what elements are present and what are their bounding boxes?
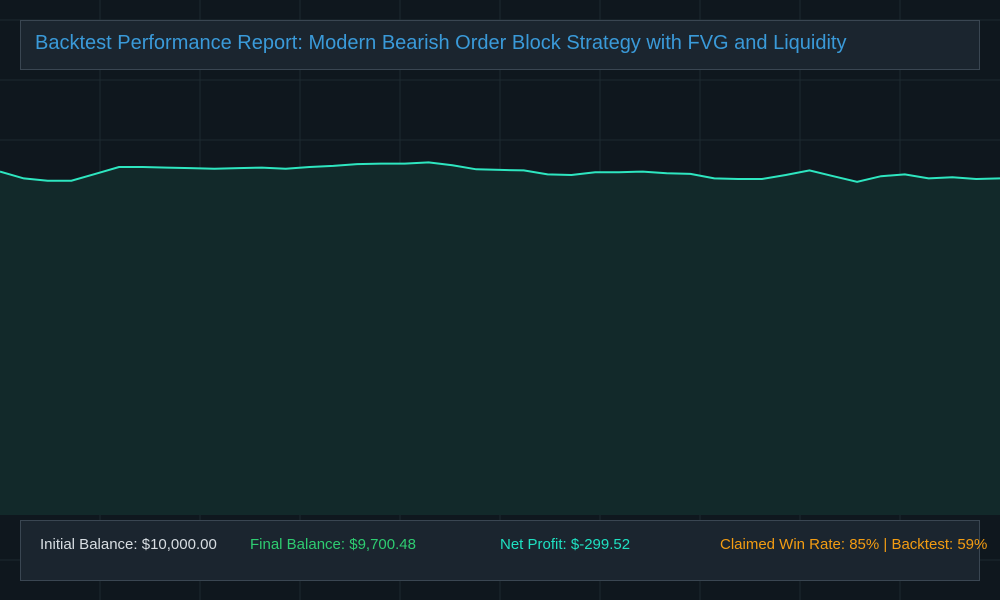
equity-line — [0, 161, 1000, 183]
equity-area — [0, 162, 1000, 515]
title-panel: Backtest Performance Report: Modern Bear… — [20, 20, 980, 70]
net-profit: Net Profit: $-299.52 — [500, 536, 631, 553]
stats-panel: Initial Balance: $10,000.00 Final Balanc… — [20, 520, 987, 581]
win-rate: Claimed Win Rate: 85% | Backtest: 59% — [720, 536, 988, 553]
page-title: Backtest Performance Report: Modern Bear… — [35, 32, 847, 54]
initial-balance: Initial Balance: $10,000.00 — [40, 536, 217, 553]
final-balance: Final Balance: $9,700.48 — [250, 536, 416, 553]
